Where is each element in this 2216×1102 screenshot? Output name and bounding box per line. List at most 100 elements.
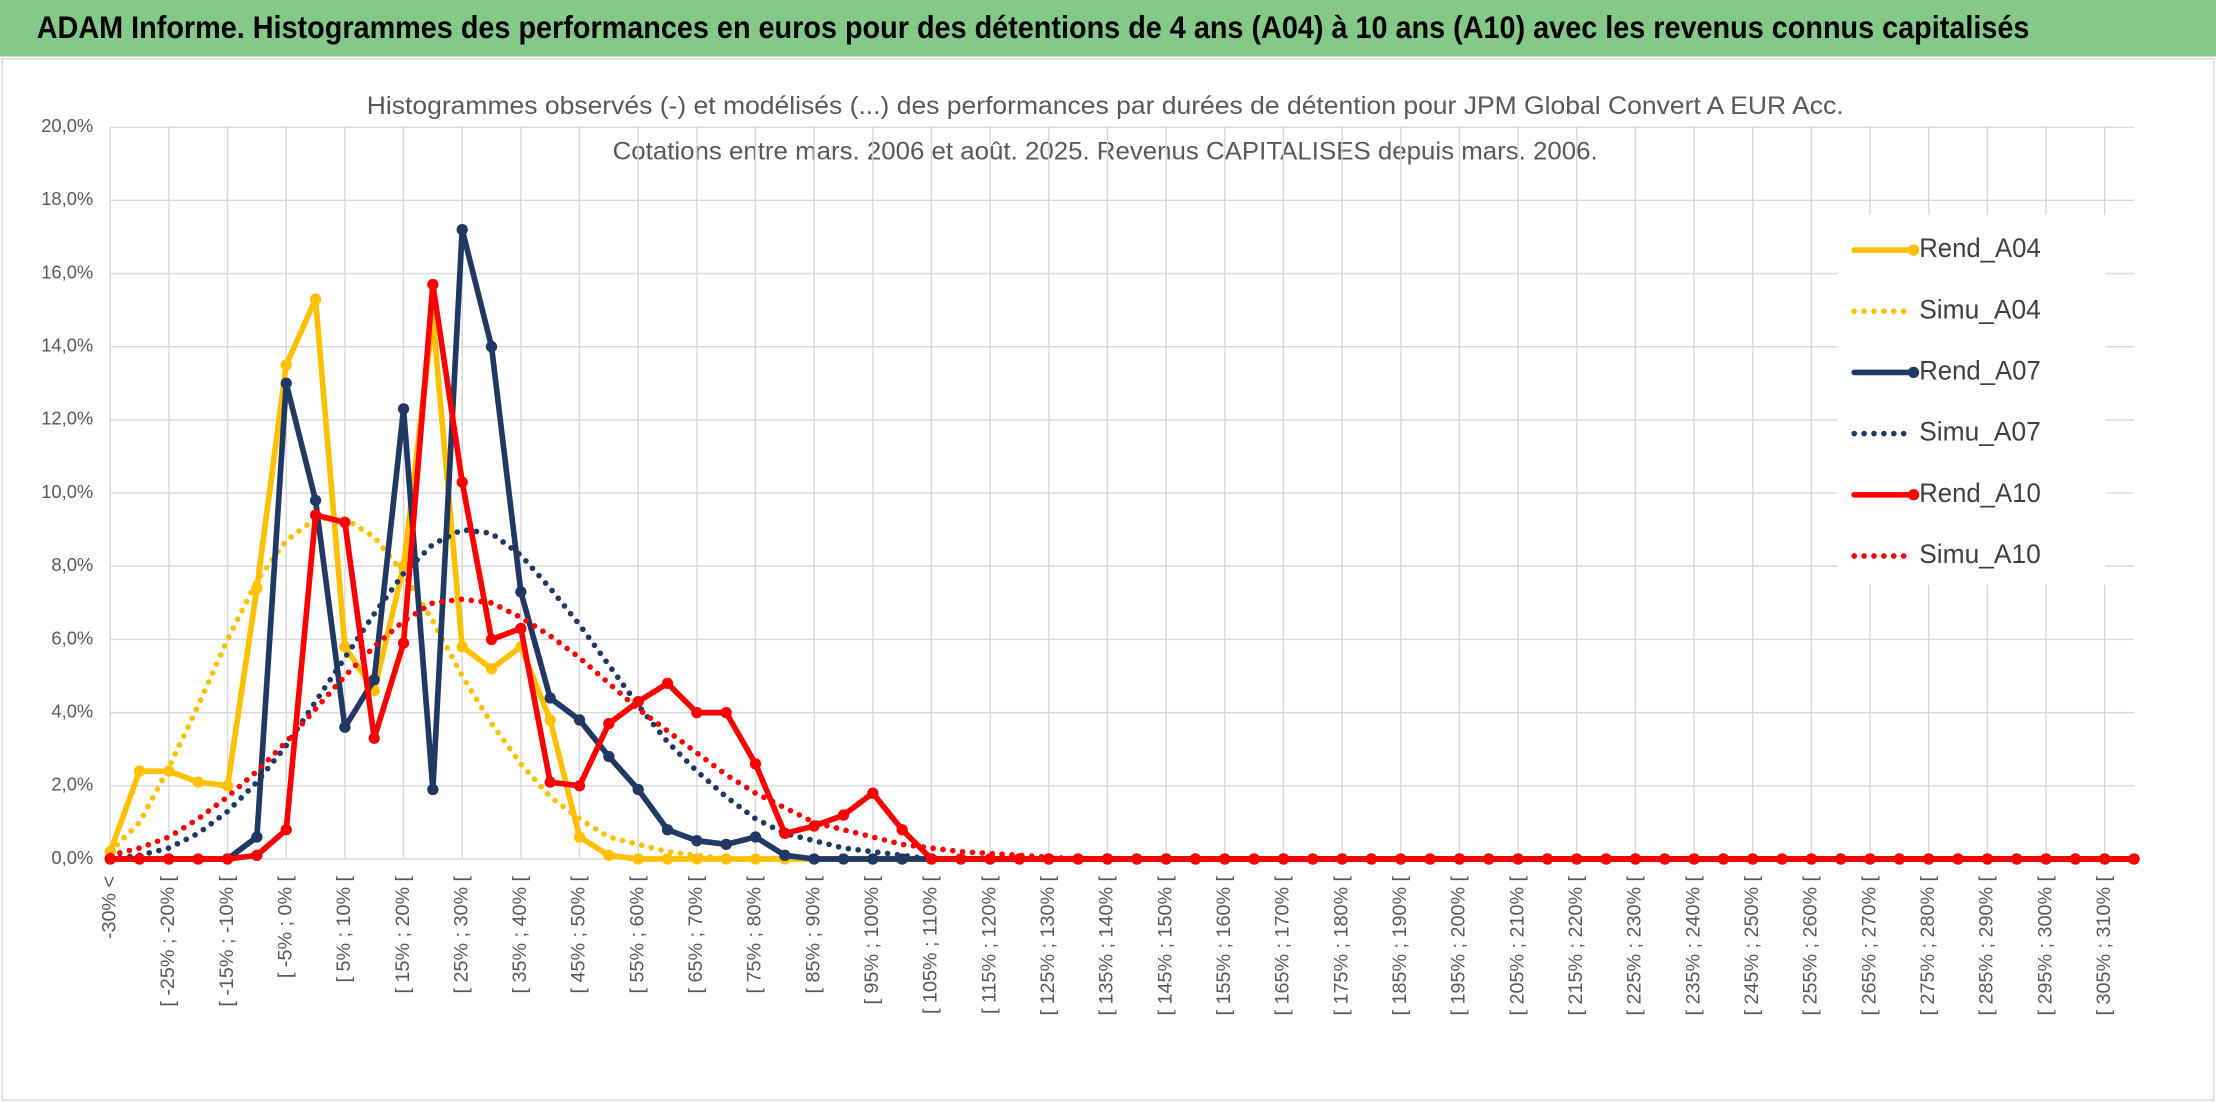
data-point xyxy=(603,717,615,730)
data-point xyxy=(2099,853,2111,865)
x-tick-label: [ 155% ; 160% [ xyxy=(1213,875,1235,1015)
x-tick-label: [ 105% ; 110% [ xyxy=(920,875,942,1014)
legend-marker xyxy=(1907,366,1920,379)
data-point xyxy=(1219,853,1231,865)
y-tick-label: 4,0% xyxy=(51,700,93,721)
data-point xyxy=(397,637,410,649)
data-point xyxy=(1952,853,1964,865)
legend-label: Simu_A10 xyxy=(1919,539,2041,569)
data-point xyxy=(603,750,615,763)
data-point xyxy=(691,706,703,719)
data-point xyxy=(661,677,674,690)
data-point xyxy=(1277,853,1290,865)
x-tick-label: [ 265% ; 270% [ xyxy=(1858,875,1880,1015)
data-point xyxy=(309,509,322,521)
x-tick-label: [ 45% ; 50% [ xyxy=(568,875,590,993)
data-point xyxy=(632,853,644,865)
data-point xyxy=(163,853,175,865)
data-point xyxy=(867,853,879,865)
data-point xyxy=(1981,853,1994,865)
data-point xyxy=(925,853,938,865)
y-tick-label: 10,0% xyxy=(41,481,93,502)
data-point xyxy=(368,674,380,686)
data-point xyxy=(133,765,146,777)
y-tick-label: 14,0% xyxy=(41,335,93,356)
data-point xyxy=(837,853,850,865)
x-tick-label: [ 145% ; 150% [ xyxy=(1154,875,1176,1015)
data-point xyxy=(339,721,351,733)
y-tick-label: 2,0% xyxy=(51,774,93,795)
y-tick-label: 12,0% xyxy=(41,408,93,429)
legend-label: Rend_A04 xyxy=(1919,233,2041,263)
data-point xyxy=(573,780,586,792)
data-point xyxy=(808,853,820,865)
data-point xyxy=(221,853,234,865)
data-point xyxy=(544,714,556,726)
x-tick-label: [ 165% ; 170% [ xyxy=(1272,875,1294,1015)
data-point xyxy=(1923,853,1935,865)
data-point xyxy=(309,293,322,305)
chart-border xyxy=(1,57,2215,1101)
legend-background xyxy=(1837,214,2106,585)
legend: Rend_A04 Simu_A04 Rend_A07 Simu_A07 Rend_A10… xyxy=(1837,214,2106,585)
y-tick-label: 0,0% xyxy=(51,847,93,868)
data-point xyxy=(2040,853,2052,865)
data-point xyxy=(632,783,644,796)
data-point xyxy=(1160,853,1172,865)
data-point xyxy=(251,849,263,861)
x-tick-label: [ 175% ; 180% [ xyxy=(1330,875,1352,1015)
data-point xyxy=(896,824,908,836)
data-point xyxy=(661,853,674,865)
data-point xyxy=(427,783,439,796)
x-tick-label: [ 255% ; 260% [ xyxy=(1800,875,1822,1015)
x-tick-label: [ 55% ; 60% [ xyxy=(626,875,648,993)
x-tick-label: [ 185% ; 190% [ xyxy=(1389,875,1411,1015)
data-point xyxy=(1101,853,1114,865)
data-point xyxy=(573,831,586,843)
data-point xyxy=(749,831,762,843)
data-point xyxy=(280,824,292,836)
x-tick-label: [ -15% ; -10% [ xyxy=(216,875,238,1006)
x-tick-label: [ 115% ; 120% [ xyxy=(978,875,1000,1014)
legend-label: Simu_A04 xyxy=(1919,294,2041,324)
data-point xyxy=(192,776,204,788)
data-point xyxy=(749,758,762,770)
data-point xyxy=(544,692,556,704)
x-tick-label: [ -25% ; -20% [ xyxy=(157,875,179,1006)
data-point xyxy=(397,403,410,415)
data-point xyxy=(2128,853,2140,865)
x-tick-label: [ 65% ; 70% [ xyxy=(685,875,707,993)
data-point xyxy=(779,849,791,861)
data-point xyxy=(544,776,556,788)
x-tick-label: [ 195% ; 200% [ xyxy=(1448,875,1470,1015)
x-tick-label: [ 75% ; 80% [ xyxy=(744,875,766,993)
data-point xyxy=(1365,853,1378,865)
x-tick-label: [ 15% ; 20% [ xyxy=(392,875,414,993)
model-line xyxy=(107,596,2137,862)
legend-label: Rend_A07 xyxy=(1919,356,2041,386)
plot-area xyxy=(104,223,2140,865)
data-point xyxy=(1395,853,1407,865)
data-point xyxy=(1189,853,1202,865)
data-point xyxy=(2069,853,2082,865)
data-point xyxy=(691,835,703,847)
x-tick-label: [ 125% ; 130% [ xyxy=(1037,875,1059,1015)
x-tick-label: [ 245% ; 250% [ xyxy=(1741,875,1763,1015)
x-tick-label: [ 275% ; 280% [ xyxy=(1917,875,1939,1015)
data-point xyxy=(133,853,146,865)
data-point xyxy=(515,622,527,635)
data-point xyxy=(192,853,204,865)
chart-title: Histogrammes observés (-) et modélisés (… xyxy=(367,92,1844,120)
x-tick-label: [ 285% ; 290% [ xyxy=(1976,875,1998,1015)
data-point xyxy=(309,494,322,507)
data-point xyxy=(339,516,351,528)
data-point xyxy=(339,641,351,653)
data-point xyxy=(485,341,498,353)
x-tick-label: [ 295% ; 300% [ xyxy=(2034,875,2056,1015)
data-point xyxy=(456,223,468,236)
data-point xyxy=(456,476,468,488)
data-point xyxy=(1072,853,1084,865)
x-tick-label: [ 35% ; 40% [ xyxy=(509,875,531,993)
data-point xyxy=(251,831,263,843)
y-tick-label: 18,0% xyxy=(41,188,93,209)
